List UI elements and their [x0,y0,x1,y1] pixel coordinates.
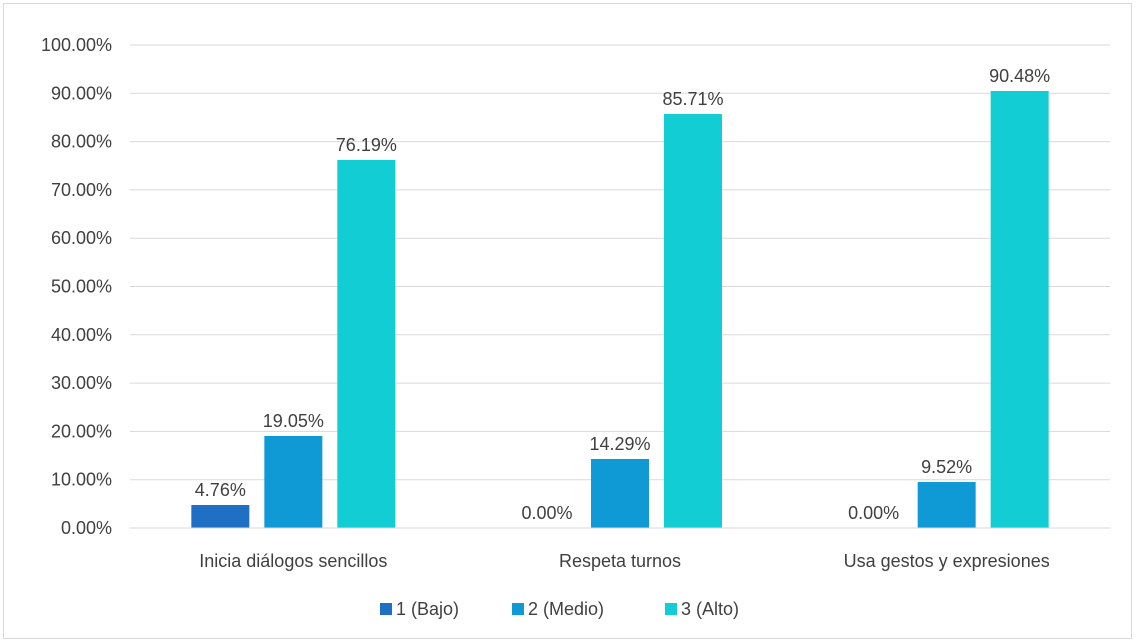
bar-3-3 [990,90,1049,528]
legend-label: 2 (Medio) [528,599,604,619]
category-label: Usa gestos y expresiones [844,551,1050,571]
y-tick-label: 30.00% [51,373,112,393]
data-label: 76.19% [336,135,397,155]
category-label: Respeta turnos [559,551,681,571]
data-label: 14.29% [589,434,650,454]
y-tick-label: 0.00% [61,518,112,538]
bar-2-3 [917,482,976,528]
data-label: 0.00% [848,503,899,523]
data-label: 85.71% [662,89,723,109]
data-label: 0.00% [521,503,572,523]
y-tick-label: 50.00% [51,277,112,297]
legend-swatch [512,603,524,615]
data-label: 9.52% [921,457,972,477]
y-tick-label: 40.00% [51,325,112,345]
legend-label: 3 (Alto) [681,599,739,619]
data-label: 4.76% [195,480,246,500]
legend-swatch [380,603,392,615]
legend-label: 1 (Bajo) [396,599,459,619]
bar-3-1 [337,160,396,528]
category-label: Inicia diálogos sencillos [199,551,387,571]
bar-2-2 [591,458,649,528]
bar-2-1 [264,435,323,528]
y-tick-label: 80.00% [51,132,112,152]
legend-swatch [665,603,677,615]
y-tick-label: 20.00% [51,421,112,441]
y-tick-label: 10.00% [51,470,112,490]
data-label: 19.05% [263,411,324,431]
chart-frame [3,3,1132,639]
bar-3-2 [664,114,722,529]
bar-1-1 [191,505,250,528]
y-tick-label: 90.00% [51,83,112,103]
data-label: 90.48% [989,66,1050,86]
y-tick-label: 60.00% [51,228,112,248]
y-tick-label: 100.00% [41,35,112,55]
y-tick-label: 70.00% [51,180,112,200]
